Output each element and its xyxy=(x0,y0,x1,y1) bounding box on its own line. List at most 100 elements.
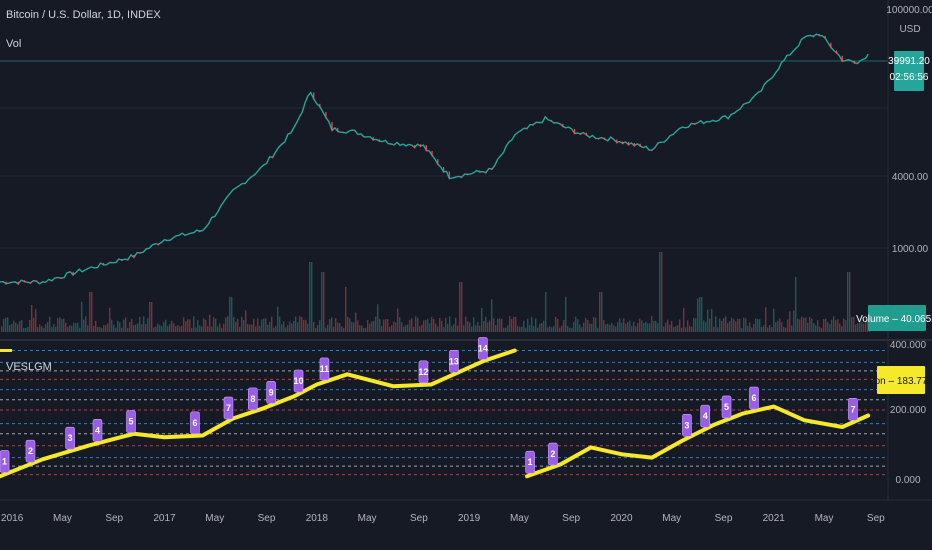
indicator-flag-body xyxy=(682,414,692,437)
volume-bar xyxy=(461,282,463,332)
volume-bar xyxy=(507,325,509,332)
volume-bar xyxy=(145,323,147,332)
volume-bar xyxy=(541,322,543,332)
volume-bar xyxy=(143,316,145,332)
volume-bar xyxy=(819,326,821,332)
volume-bar xyxy=(457,325,459,332)
price-axis[interactable]: 100000.00 USD 4000.00 1000.00 xyxy=(886,5,932,255)
volume-bar xyxy=(247,323,249,332)
volume-bar xyxy=(481,308,483,332)
volume-bar xyxy=(127,327,129,332)
indicator-flag-body xyxy=(266,381,276,404)
volume-bar xyxy=(149,302,151,332)
volume-bar xyxy=(433,318,435,332)
volume-bar xyxy=(591,323,593,332)
volume-bar xyxy=(811,318,813,332)
volume-bar xyxy=(629,320,631,332)
indicator-legend[interactable]: VESLGM xyxy=(6,361,52,373)
volume-bar xyxy=(361,325,363,332)
volume-bar xyxy=(701,297,703,332)
volume-bar xyxy=(151,302,153,332)
volume-bar xyxy=(385,319,387,332)
indicator-flag: 1 xyxy=(0,450,10,473)
volume-bar xyxy=(833,316,835,332)
indicator-flag-label: 7 xyxy=(850,404,855,414)
volume-bar xyxy=(549,326,551,332)
volume-bar xyxy=(611,323,613,332)
symbol-title[interactable]: Bitcoin / U.S. Dollar, 1D, INDEX xyxy=(6,9,161,21)
volume-bar xyxy=(53,324,55,332)
volume-bar xyxy=(307,323,309,332)
indicator-flag: 14 xyxy=(478,337,488,360)
indicator-flag-body xyxy=(92,419,103,442)
volume-bar xyxy=(723,318,725,332)
volume-bar xyxy=(275,325,277,332)
volume-bar xyxy=(761,327,763,332)
time-axis-label: 2021 xyxy=(763,513,786,524)
indicator-flag-label: 11 xyxy=(320,364,330,374)
volume-bar xyxy=(91,292,93,332)
volume-bar xyxy=(75,323,77,332)
volume-bar xyxy=(419,326,421,332)
volume-bar xyxy=(389,326,391,332)
volume-bar xyxy=(229,297,231,332)
volume-bar xyxy=(553,325,555,332)
volume-bar xyxy=(839,323,841,332)
volume-bar xyxy=(785,327,787,332)
volume-bar xyxy=(61,319,63,332)
volume-bar xyxy=(643,322,645,332)
volume-bar xyxy=(449,316,451,332)
volume-bar xyxy=(627,322,629,332)
volume-bar xyxy=(351,321,353,332)
indicator-flag-body xyxy=(721,395,732,419)
volume-bar xyxy=(597,327,599,332)
volume-bar xyxy=(331,317,333,332)
indicator-axis[interactable]: 400.000 200.000 0.000 xyxy=(890,340,927,486)
volume-bar xyxy=(147,318,149,332)
indicator-flag-label: 5 xyxy=(724,402,729,412)
volume-bar xyxy=(631,326,633,332)
volume-bar xyxy=(537,327,539,332)
volume-bar xyxy=(51,327,53,332)
volume-bar xyxy=(49,316,51,332)
volume-bar xyxy=(455,317,457,332)
volume-bar xyxy=(613,325,615,332)
volume-bar xyxy=(719,318,721,332)
volume-bar xyxy=(567,325,569,332)
volume-bar xyxy=(669,324,671,332)
volume-bar xyxy=(167,326,169,332)
volume-bar xyxy=(803,317,805,332)
indicator-flag: 6 xyxy=(749,386,759,410)
volume-bar xyxy=(189,319,191,332)
price-tick-top: 100000.00 xyxy=(886,5,932,16)
indicator-flag-body xyxy=(749,386,759,410)
indicator-flag-body xyxy=(700,404,711,428)
volume-bar xyxy=(863,323,865,332)
indicator-flag-body xyxy=(126,410,136,433)
volume-bar xyxy=(689,325,691,332)
volume-bar xyxy=(277,306,279,332)
volume-bar xyxy=(263,318,265,332)
volume-bar xyxy=(691,326,693,332)
volume-bar xyxy=(797,318,799,332)
volume-bar xyxy=(109,307,111,332)
volume-bar xyxy=(409,319,411,332)
volume-bar xyxy=(583,322,585,332)
volume-bar xyxy=(861,321,863,332)
price-down-candles xyxy=(5,34,856,285)
volume-legend[interactable]: Vol xyxy=(6,38,21,50)
time-axis[interactable]: 2016 May Sep 2017 May Sep 2018 May Sep 2019 May Sep… xyxy=(1,513,885,524)
time-axis-label: May xyxy=(510,513,529,524)
volume-bar xyxy=(505,327,507,332)
volume-bar xyxy=(771,327,773,332)
volume-bar xyxy=(323,272,325,332)
volume-bar xyxy=(141,324,143,332)
volume-bar xyxy=(135,324,137,332)
volume-bar xyxy=(413,326,415,332)
volume-bar xyxy=(545,292,547,332)
volume-bar xyxy=(755,318,757,332)
volume-bar xyxy=(181,325,183,332)
volume-bar xyxy=(533,326,535,332)
time-axis-label: Sep xyxy=(258,513,276,524)
